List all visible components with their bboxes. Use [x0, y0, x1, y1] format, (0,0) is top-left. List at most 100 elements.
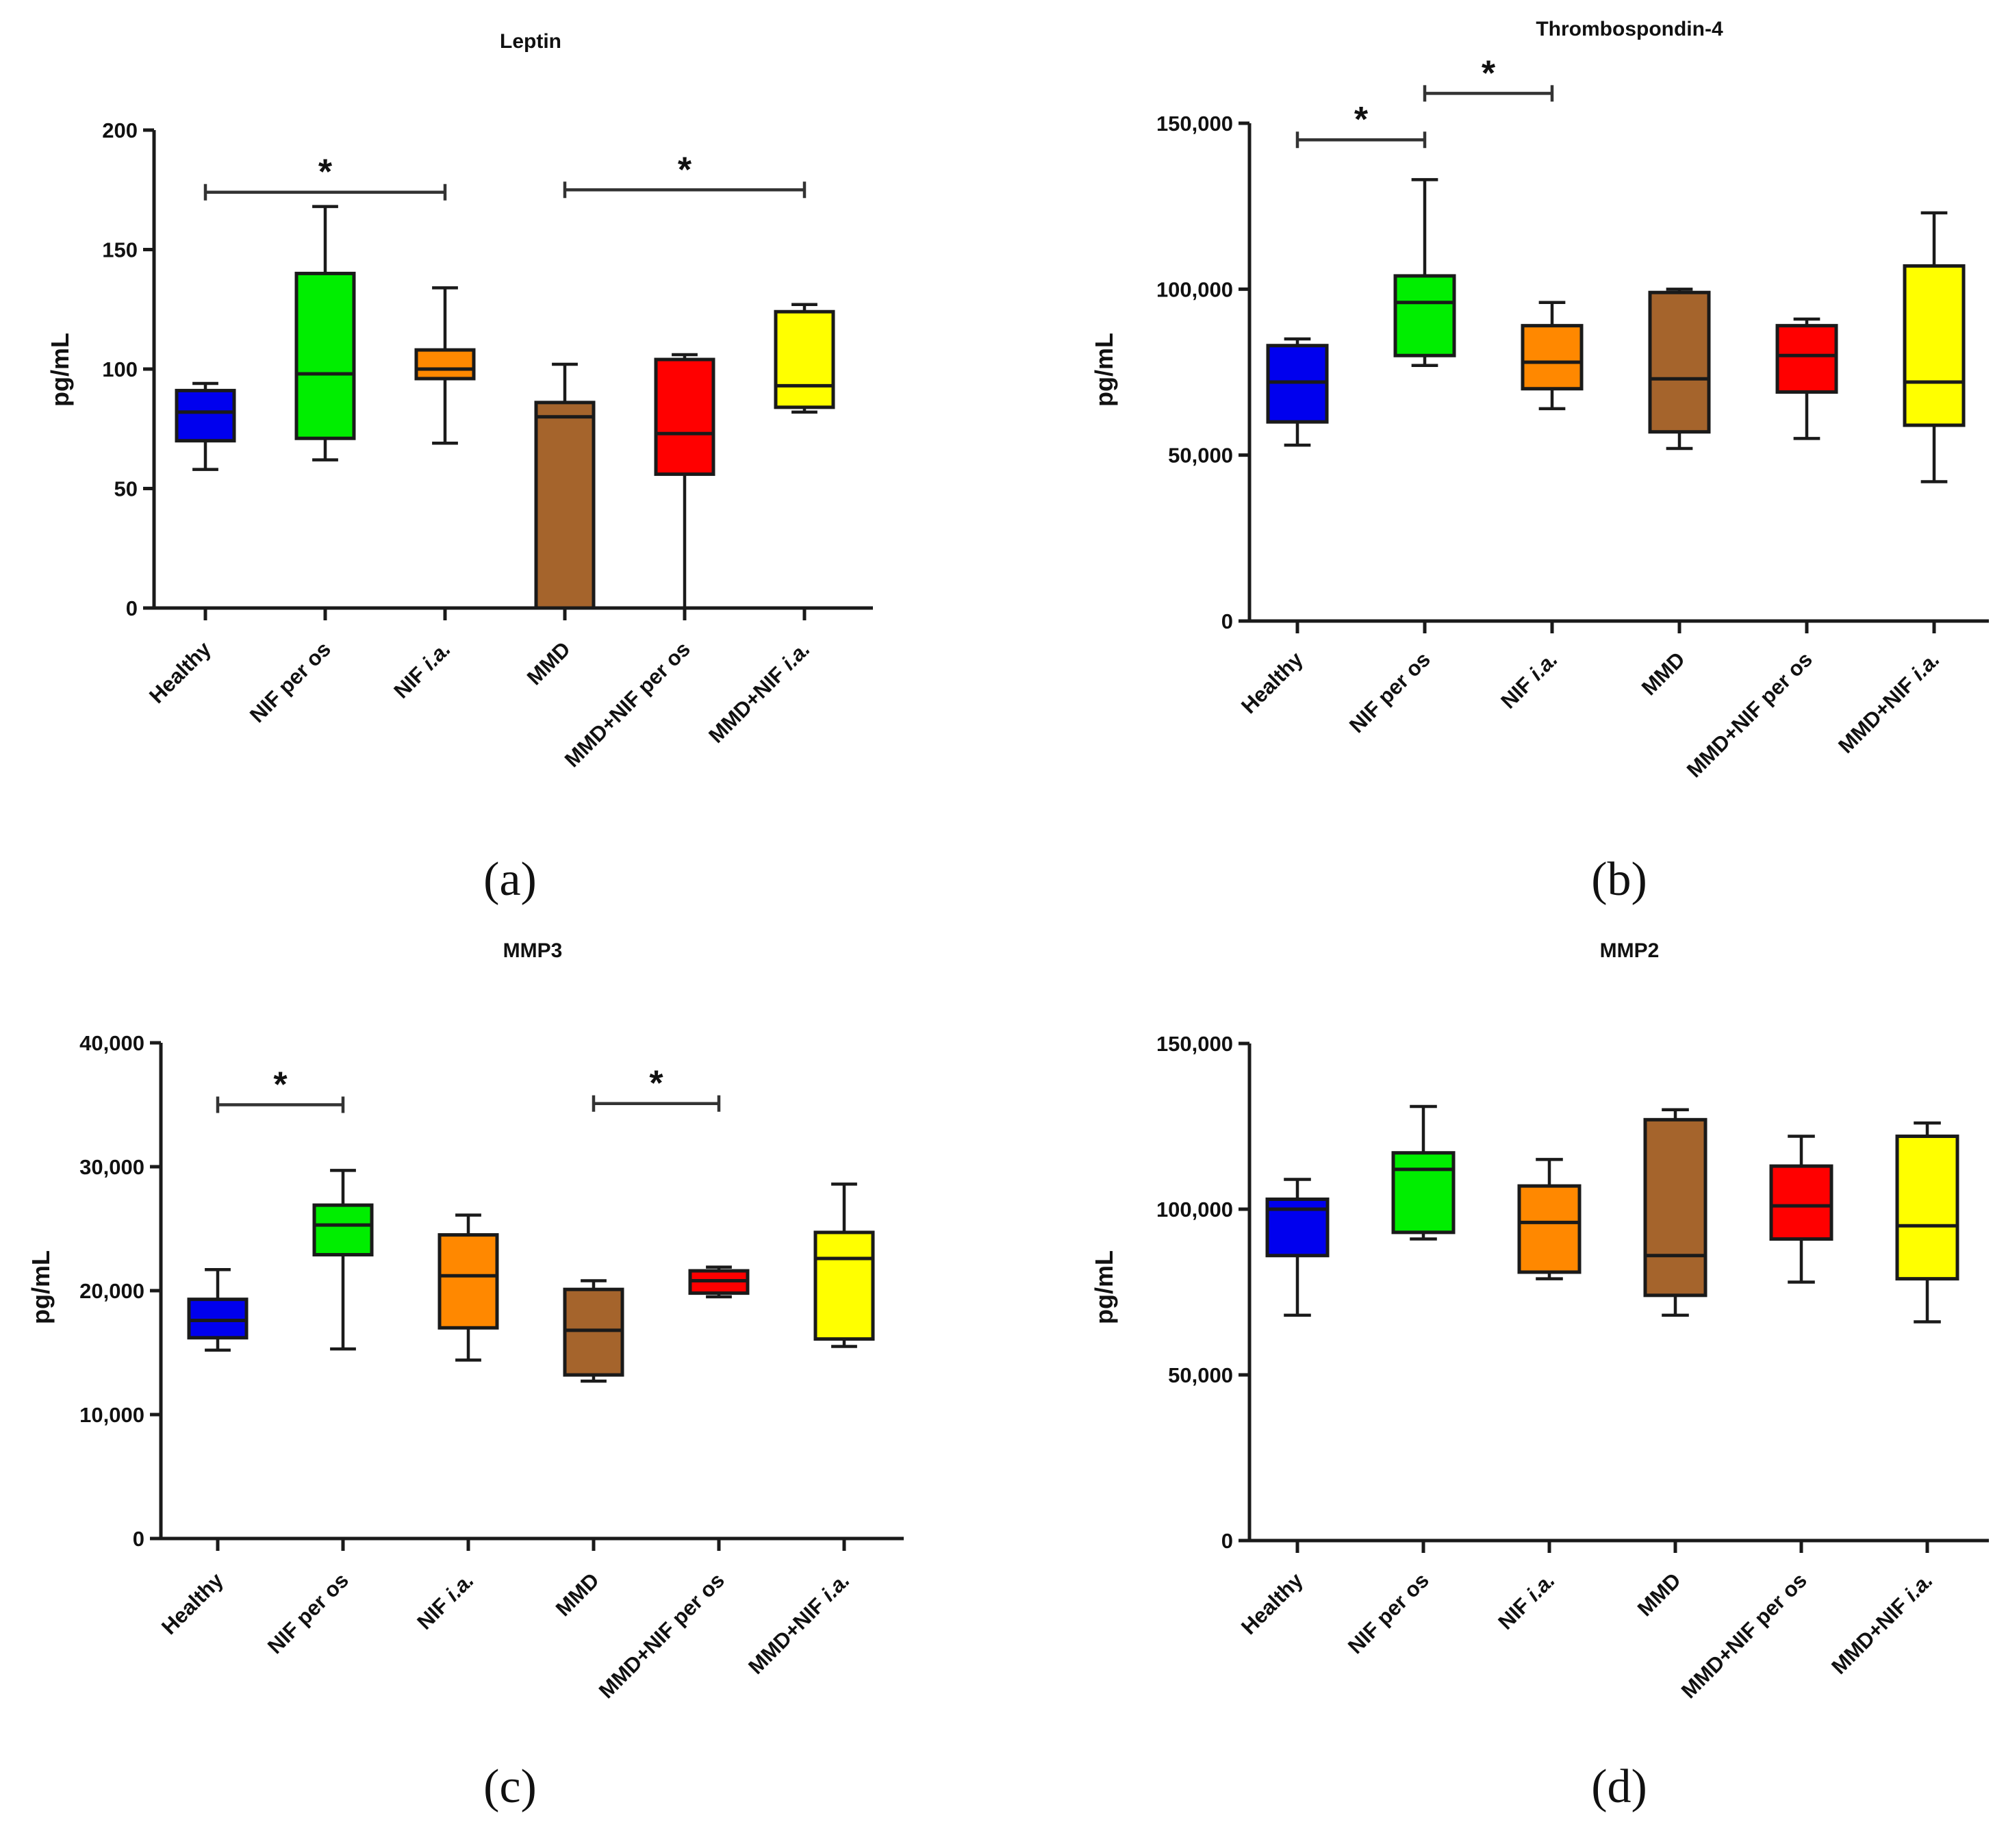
- iqr-box: [534, 401, 596, 610]
- iqr-box: [1521, 324, 1584, 391]
- mmp3-chart-panel: MMP3 pg/mL 0 10,000 20,000 30,000 40,000 Health…: [0, 924, 1003, 1848]
- significance-bracket: *: [563, 150, 807, 199]
- box-1: [1266, 337, 1329, 633]
- x-tick-label: NIF i.a.: [1496, 647, 1562, 713]
- x-tick-label: MMD: [522, 637, 575, 689]
- x-tick-label: MMD+NIF i.a.: [1827, 1568, 1938, 1679]
- y-tick-label: 100,000: [1156, 1198, 1233, 1222]
- x-tick-label: NIF per os: [263, 1568, 353, 1658]
- y-tick-label: 150,000: [1156, 112, 1233, 136]
- x-tick-label: MMD: [1637, 647, 1690, 700]
- iqr-box: [1643, 1117, 1707, 1298]
- y-tick-label: 40,000: [79, 1031, 144, 1055]
- iqr-box: [1393, 274, 1456, 357]
- iqr-box: [774, 309, 835, 409]
- box-6: [1903, 211, 1966, 633]
- y-tick-label: 150,000: [1156, 1032, 1233, 1056]
- box-2: [294, 205, 356, 620]
- box-4: [563, 1279, 624, 1551]
- y-tick-label: 100: [102, 357, 138, 381]
- iqr-box: [1775, 324, 1838, 394]
- x-tick-label: NIF per os: [1343, 1568, 1434, 1658]
- x-tick-label: Healthy: [144, 637, 216, 708]
- box-3: [1517, 1158, 1582, 1553]
- iqr-box: [1517, 1184, 1582, 1274]
- y-tick-label: 150: [102, 238, 138, 262]
- iqr-box: [1648, 290, 1711, 434]
- significance-label: *: [273, 1065, 288, 1105]
- box-2: [1391, 1104, 1456, 1553]
- y-axis-label: pg/mL: [27, 1250, 55, 1324]
- box-6: [774, 303, 835, 620]
- significance-bracket: *: [1295, 100, 1427, 149]
- y-tick-label: 0: [133, 1527, 144, 1551]
- box-4: [1643, 1108, 1707, 1553]
- thrombospondin-4-chart-panel: Thrombospondin-4 pg/mL 0 50,000 100,000 150,0…: [1003, 0, 2006, 924]
- x-tick-label: MMD+NIF i.a.: [704, 637, 815, 748]
- box-5: [1769, 1135, 1833, 1553]
- chart-title: MMP2: [1600, 939, 1660, 962]
- iqr-box: [1769, 1164, 1833, 1241]
- x-tick-label: Healthy: [1236, 647, 1308, 718]
- box-1: [175, 381, 236, 620]
- y-tick-label: 20,000: [79, 1279, 144, 1303]
- iqr-box: [312, 1203, 374, 1257]
- y-tick-label: 30,000: [79, 1155, 144, 1179]
- y-tick-label: 50: [114, 477, 138, 501]
- y-tick-label: 0: [126, 596, 138, 620]
- chart-title: Leptin: [500, 30, 561, 53]
- y-tick-label: 0: [1221, 1529, 1233, 1553]
- box-4: [534, 362, 596, 620]
- iqr-box: [437, 1233, 499, 1330]
- iqr-box: [813, 1230, 875, 1341]
- significance-bracket: *: [1423, 53, 1554, 102]
- x-tick-label: MMD+NIF per os: [560, 637, 695, 772]
- panel-caption: (d): [1591, 1760, 1647, 1813]
- box-6: [813, 1182, 875, 1551]
- leptin-chart-panel: Leptin pg/mL 0 50 100 150 200 Healthy NIF per os…: [0, 0, 1003, 924]
- significance-label: *: [678, 150, 692, 190]
- iqr-box: [654, 357, 715, 477]
- x-tick-label: MMD+NIF per os: [594, 1568, 729, 1703]
- box-5: [654, 353, 715, 620]
- iqr-box: [294, 271, 356, 440]
- x-tick-label: MMD: [1633, 1568, 1686, 1621]
- x-tick-label: Healthy: [1236, 1568, 1308, 1639]
- mmp2-chart-panel: MMP2 pg/mL 0 50,000 100,000 150,000 Healthy NIF…: [1003, 924, 2006, 1848]
- y-tick-label: 0: [1221, 609, 1233, 633]
- x-tick-label: MMD+NIF i.a.: [744, 1568, 854, 1679]
- y-tick-label: 200: [102, 118, 138, 142]
- significance-label: *: [1354, 100, 1369, 140]
- x-tick-label: MMD+NIF per os: [1677, 1568, 1812, 1703]
- box-3: [414, 286, 476, 620]
- thrombospondin-4-chart: Thrombospondin-4 pg/mL 0 50,000 100,000 150,0…: [1090, 18, 1989, 782]
- box-5: [688, 1265, 750, 1551]
- iqr-box: [1895, 1135, 1959, 1281]
- chart-title: Thrombospondin-4: [1536, 18, 1723, 40]
- box-6: [1895, 1121, 1959, 1553]
- iqr-box: [414, 348, 476, 381]
- y-tick-label: 10,000: [79, 1403, 144, 1427]
- y-tick-label: 50,000: [1168, 1363, 1233, 1387]
- significance-label: *: [318, 153, 333, 192]
- x-tick-label: Healthy: [157, 1568, 228, 1639]
- x-tick-label: NIF i.a.: [389, 637, 455, 703]
- significance-label: *: [649, 1064, 663, 1104]
- leptin-chart: Leptin pg/mL 0 50 100 150 200 Healthy NIF per os…: [46, 30, 873, 772]
- iqr-box: [1391, 1151, 1456, 1235]
- x-tick-label: NIF i.a.: [412, 1568, 479, 1634]
- box-4: [1648, 288, 1711, 633]
- significance-bracket: *: [592, 1064, 721, 1112]
- iqr-box: [563, 1287, 624, 1377]
- box-3: [437, 1213, 499, 1551]
- panel-caption: (b): [1591, 853, 1647, 906]
- y-tick-label: 100,000: [1156, 277, 1233, 301]
- box-2: [312, 1169, 374, 1551]
- iqr-box: [175, 388, 236, 443]
- panel-caption: (c): [483, 1760, 537, 1813]
- iqr-box: [187, 1298, 249, 1340]
- y-tick-label: 50,000: [1168, 444, 1233, 468]
- x-tick-label: NIF per os: [1345, 647, 1435, 737]
- x-tick-label: MMD: [551, 1568, 604, 1621]
- box-3: [1521, 301, 1584, 633]
